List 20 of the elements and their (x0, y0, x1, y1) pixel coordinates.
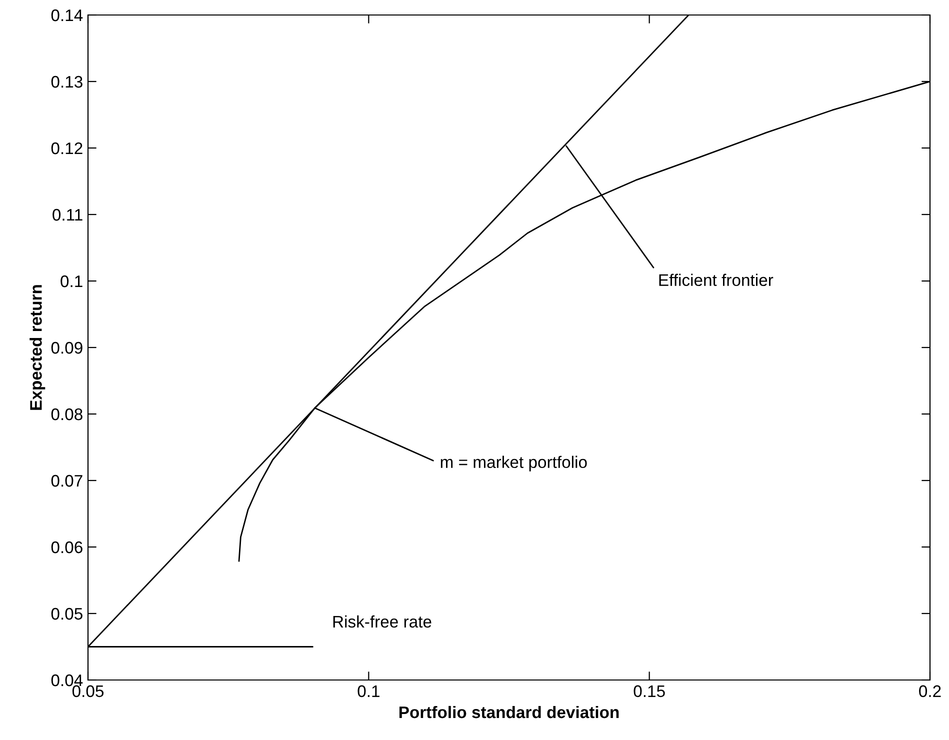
y-axis-title: Expected return (30, 285, 46, 410)
annotation: m = market portfolio (440, 456, 587, 472)
x-tick-label: 0.05 (72, 685, 104, 698)
y-tick-label: 0.1 (60, 275, 82, 288)
y-tick-label: 0.12 (51, 142, 82, 154)
y-tick-label: 0.05 (51, 608, 82, 620)
y-tick-label: 0.07 (51, 474, 82, 487)
annotation: Efficient frontier (659, 274, 774, 286)
annotation: Risk-free rate (333, 615, 432, 628)
y-tick-label: 0.14 (51, 9, 83, 22)
y-tick-label: 0.13 (51, 76, 82, 88)
y-tick-label: 0.06 (51, 541, 82, 554)
x-tick-label: 0.15 (634, 685, 665, 698)
x-tick-label: 0.2 (919, 685, 941, 698)
y-tick-label: 0.08 (51, 408, 82, 420)
y-tick-label: 0.09 (51, 342, 82, 354)
x-tick-label: 0.1 (358, 685, 380, 698)
y-tick-label: 0.11 (52, 208, 82, 221)
x-axis-title: Portfolio standard deviation (399, 706, 619, 718)
y-tick-label: 0.04 (51, 674, 83, 686)
